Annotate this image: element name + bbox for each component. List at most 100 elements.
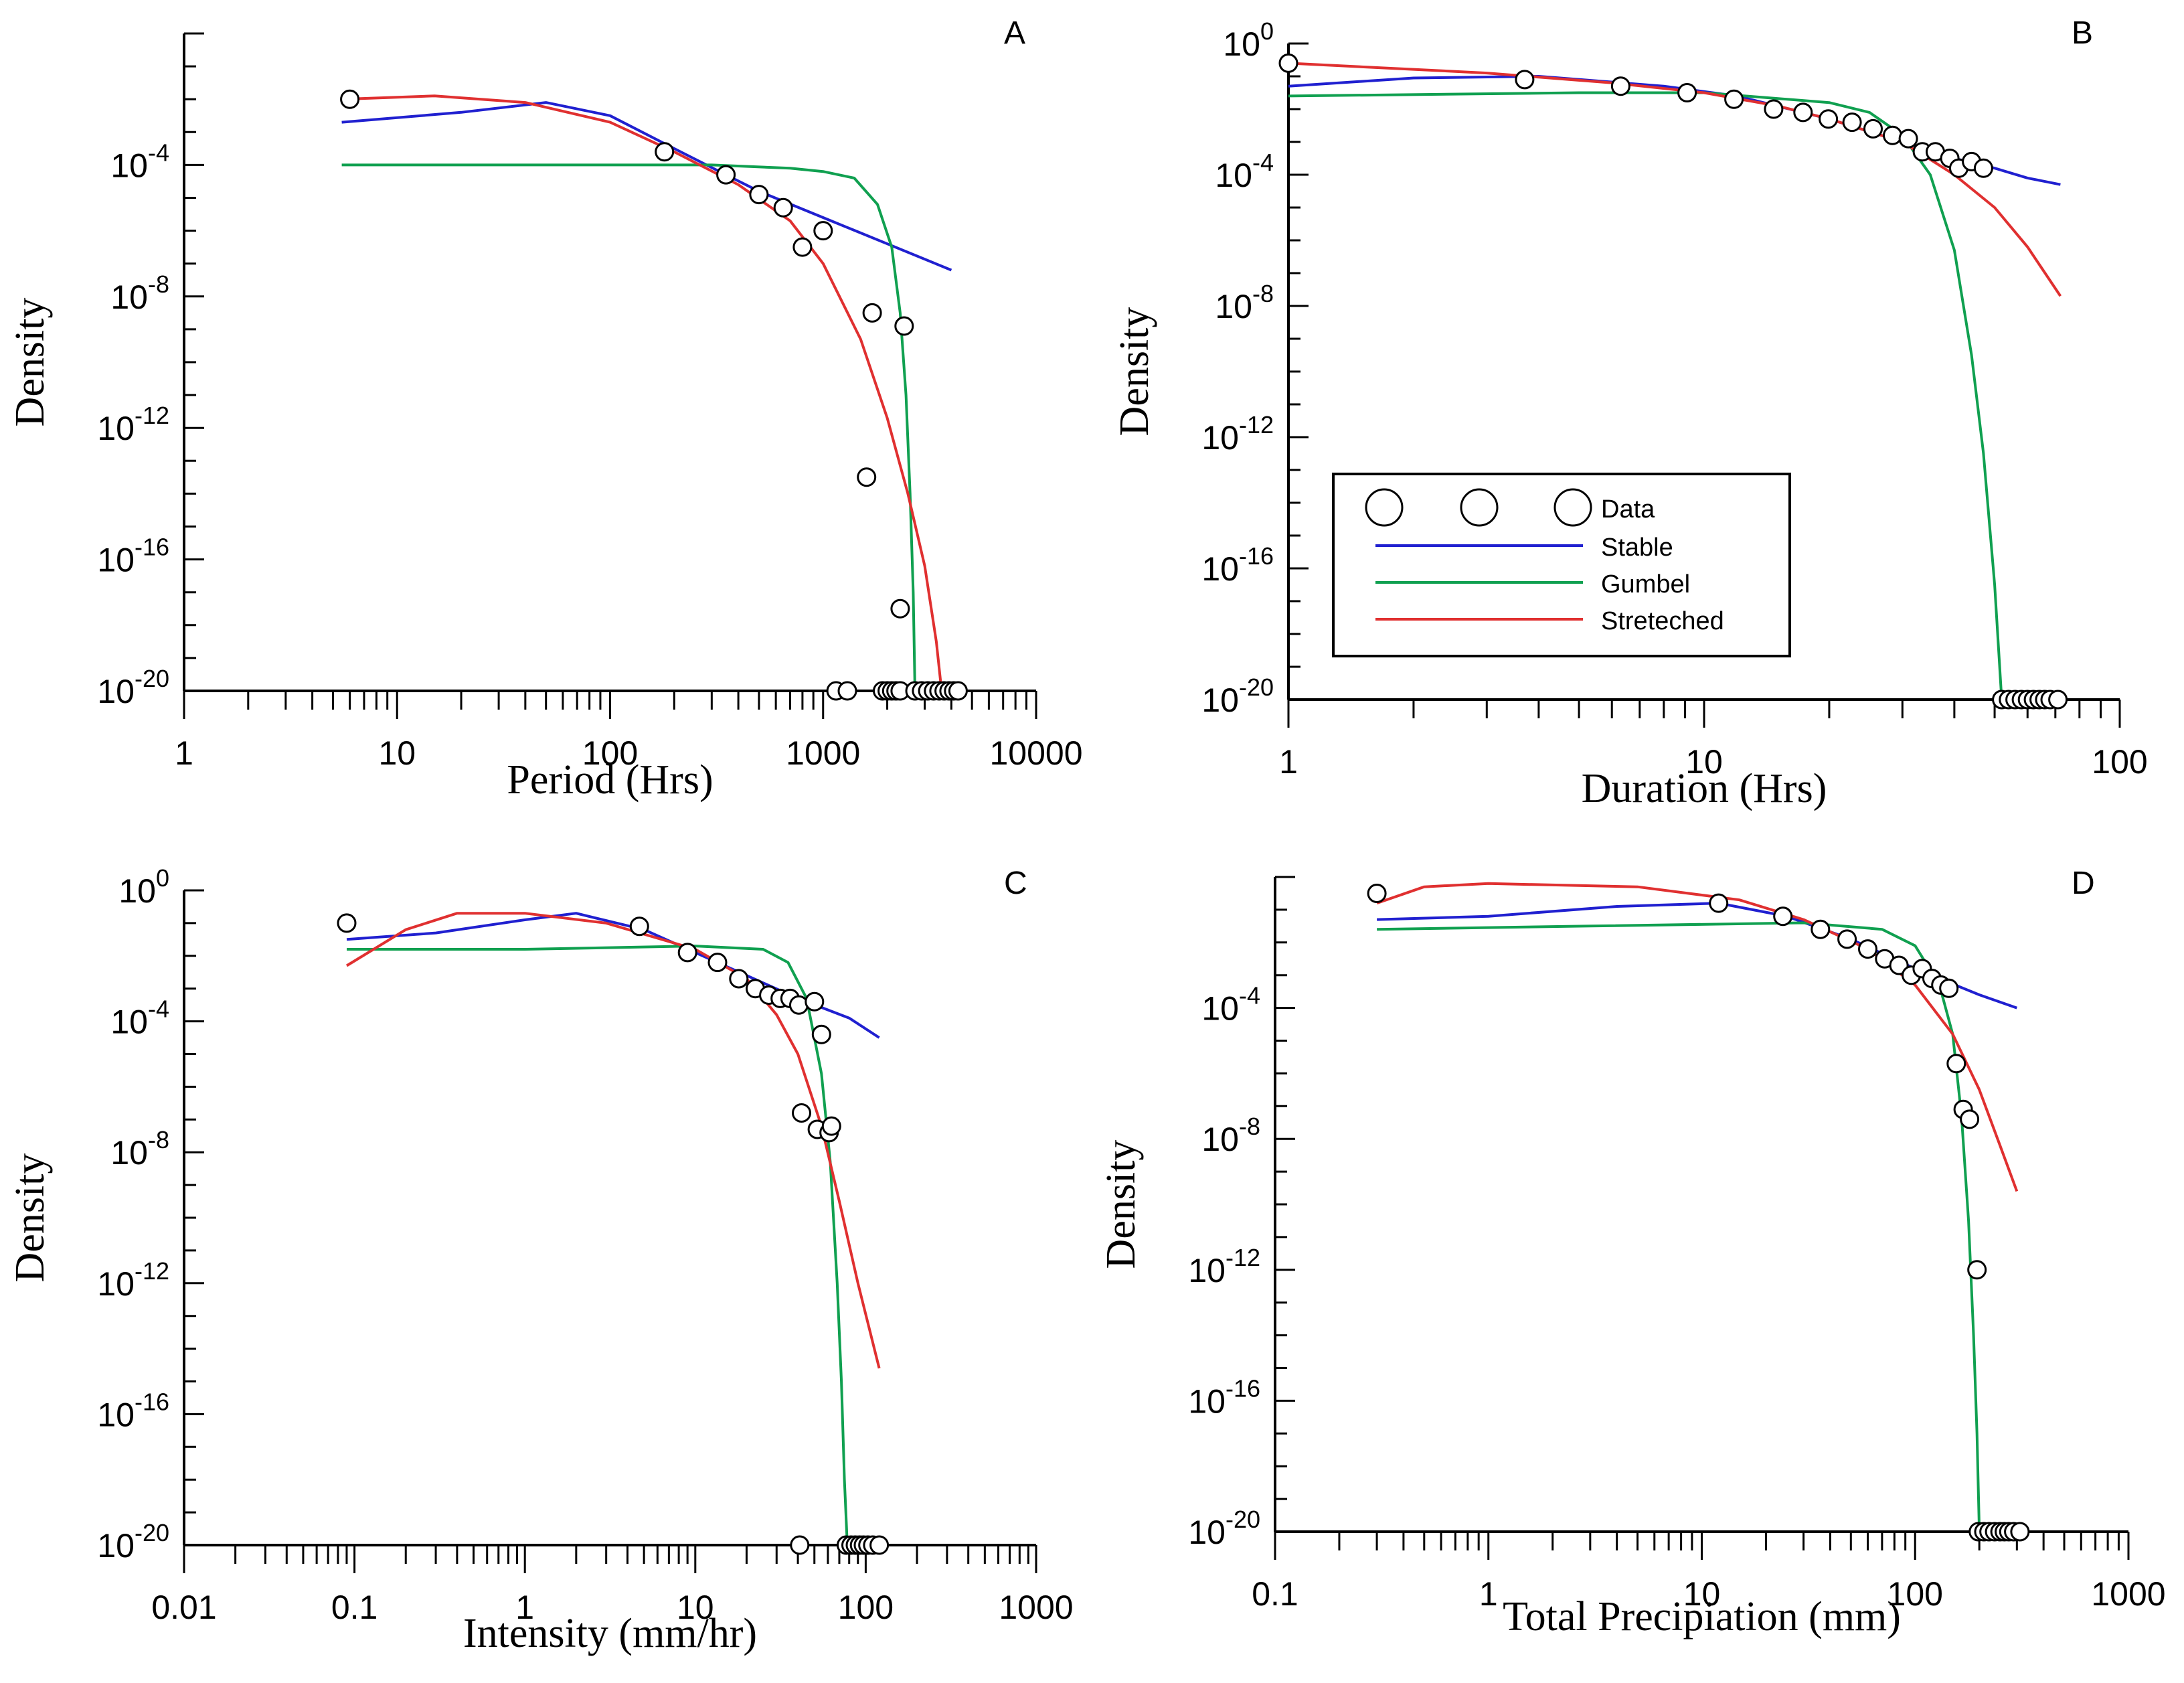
series-line-gumbel	[341, 163, 916, 692]
data-point	[890, 598, 910, 619]
data-point	[1889, 955, 1909, 975]
legend-label: Gumbel	[1601, 570, 1690, 598]
data-point	[869, 1535, 890, 1555]
data-point	[792, 1103, 811, 1123]
y-tick-label: 10-4	[110, 995, 169, 1041]
legend-label: Streteched	[1601, 607, 1724, 635]
y-axis-title: Density	[7, 1153, 53, 1283]
x-tick-label: 1000	[2091, 1575, 2165, 1613]
y-axis-title: Density	[7, 298, 53, 427]
panel-c: 0.01 0.1 1 10 100 1000 100 10-4 10-8 10-12 10-16 10…	[7, 864, 1074, 1656]
x-axis-title: Intensity (mm/hr)	[463, 1611, 757, 1656]
x-axis-title: Period (Hrs)	[507, 757, 713, 803]
x-tick-label: 10	[1683, 1575, 1721, 1613]
data-point	[1677, 83, 1697, 102]
x-tick-label: 1	[175, 734, 193, 772]
data-point	[1367, 884, 1387, 903]
data-point	[1946, 1054, 1966, 1074]
data-point	[790, 1535, 810, 1555]
data-point	[1515, 70, 1535, 90]
legend: Data Stable Gumbel Streteched	[1332, 473, 1791, 657]
data-point	[821, 1116, 841, 1136]
x-axis-title: Duration (Hrs)	[1582, 766, 1827, 811]
legend-marker	[1553, 488, 1592, 527]
x-tick-label: 100	[838, 1589, 894, 1626]
data-point	[716, 165, 736, 185]
y-axis-title: Density	[1098, 1140, 1144, 1269]
y-tick-label: 10-16	[97, 1388, 169, 1433]
data-point	[1858, 939, 1877, 959]
data-point	[857, 467, 877, 487]
data-point	[1764, 99, 1784, 119]
data-point	[837, 681, 857, 701]
y-tick-label: 10-16	[1201, 542, 1274, 588]
data-point	[337, 913, 357, 933]
legend-marker	[1365, 488, 1404, 527]
x-tick-label: 1000	[786, 734, 860, 772]
panels: 1 10 100 1000 10000 10-4 10-8 10-12 10-16 10-20 Pe…	[7, 15, 2166, 1656]
data-point	[811, 1024, 831, 1044]
data-point	[792, 237, 813, 257]
y-tick-label: 10-12	[97, 402, 169, 447]
series-line-stable	[341, 101, 952, 272]
x-axis-title: Total Precipiation (mm)	[1503, 1594, 1901, 1639]
y-tick-label: 10-20	[97, 1519, 169, 1565]
panel-letter: B	[2072, 15, 2093, 51]
data-point	[1709, 893, 1729, 913]
data-point	[749, 185, 769, 205]
x-tick-label: 1	[1479, 1575, 1498, 1613]
x-tick-label: 10	[378, 734, 416, 772]
data-point	[948, 681, 968, 701]
x-tick-label: 100	[1887, 1575, 1943, 1613]
x-tick-label: 1000	[999, 1589, 1073, 1626]
y-tick-label: 10-16	[1188, 1374, 1260, 1420]
data-point	[2048, 690, 2068, 710]
data-point	[1960, 1109, 1980, 1129]
data-point	[894, 316, 914, 336]
y-tick-label: 10-4	[1201, 982, 1260, 1028]
panel-letter: A	[1004, 15, 1025, 51]
data-point	[1939, 978, 1959, 998]
data-point	[1811, 919, 1831, 939]
legend-marker	[1460, 488, 1499, 527]
data-point	[813, 221, 833, 241]
y-tick-label: 10-8	[1215, 280, 1274, 325]
y-tick-label: 10-16	[97, 534, 169, 579]
data-point	[1610, 76, 1630, 96]
panel-letter: C	[1004, 866, 1027, 901]
data-point	[789, 995, 809, 1015]
data-point	[1967, 1260, 1987, 1280]
data-point	[862, 303, 882, 323]
data-point	[1863, 118, 1883, 139]
y-tick-label: 10-20	[97, 665, 169, 710]
y-tick-label: 10-8	[110, 270, 169, 316]
series-line-gumbel	[1377, 921, 1981, 1532]
y-tick-label: 100	[1223, 17, 1274, 63]
y-tick-label: 100	[118, 864, 169, 910]
y-tick-label: 10-20	[1201, 673, 1274, 719]
legend-label: Stable	[1601, 534, 1673, 562]
y-tick-label: 10-4	[110, 139, 169, 184]
x-tick-label: 10	[1685, 743, 1723, 781]
y-tick-label: 10-4	[1215, 149, 1274, 194]
legend-label: Data	[1601, 495, 1655, 524]
data-point	[1883, 125, 1902, 145]
y-tick-label: 10-12	[97, 1257, 169, 1303]
x-tick-label: 100	[2092, 743, 2147, 781]
data-point	[707, 953, 728, 973]
x-tick-label: 1	[515, 1589, 534, 1626]
data-point	[1278, 53, 1298, 73]
x-tick-label: 10	[677, 1589, 714, 1626]
x-tick-label: 0.1	[1252, 1575, 1298, 1613]
data-point	[677, 943, 697, 963]
x-tick-label: 0.1	[331, 1589, 378, 1626]
y-tick-label: 10-12	[1188, 1244, 1260, 1289]
y-tick-label: 10-8	[1201, 1113, 1260, 1158]
x-tick-label: 0.01	[151, 1589, 216, 1626]
data-point	[655, 142, 675, 162]
data-point	[1773, 906, 1793, 927]
panel-a: 1 10 100 1000 10000 10-4 10-8 10-12 10-16 10-20 Pe…	[7, 15, 1083, 803]
data-point	[1724, 89, 1744, 109]
